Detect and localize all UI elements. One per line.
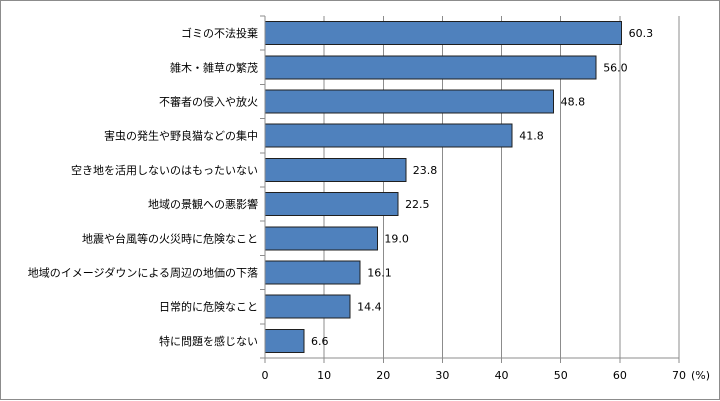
x-tick-label-50: 50 bbox=[554, 369, 568, 382]
value-label-1: 60.3 bbox=[629, 27, 654, 40]
value-label-4: 41.8 bbox=[519, 130, 544, 143]
x-tick-label-70: 70 bbox=[672, 369, 686, 382]
labels: ゴミの不法投棄 60.3 雑木・雑草の繁茂 56.0 不審者の侵入や放火 48.8 害虫の発… bbox=[28, 26, 710, 382]
bar-8 bbox=[264, 260, 361, 285]
value-label-7: 19.0 bbox=[384, 232, 409, 245]
bar-10 bbox=[264, 328, 305, 353]
bar-9 bbox=[264, 294, 351, 319]
category-label-3: 不審者の侵入や放火 bbox=[159, 95, 258, 109]
value-label-9: 14.4 bbox=[357, 301, 382, 314]
bar-5 bbox=[264, 157, 407, 182]
value-label-10: 6.6 bbox=[311, 335, 329, 348]
bar-1 bbox=[264, 21, 623, 46]
value-label-6: 22.5 bbox=[405, 198, 430, 211]
x-tick-label-10: 10 bbox=[317, 369, 331, 382]
bars bbox=[264, 21, 623, 353]
category-label-8: 地域のイメージダウンによる周辺の地価の下落 bbox=[28, 266, 258, 280]
value-label-5: 23.8 bbox=[413, 164, 438, 177]
category-label-2: 雑木・雑草の繁茂 bbox=[170, 60, 258, 74]
x-tick-label-20: 20 bbox=[376, 369, 390, 382]
value-label-3: 48.8 bbox=[561, 96, 586, 109]
category-label-10: 特に問題を感じない bbox=[159, 334, 258, 348]
x-tick-label-40: 40 bbox=[495, 369, 509, 382]
axes bbox=[260, 15, 680, 363]
category-label-7: 地震や台風等の火災時に危険なこと bbox=[82, 231, 258, 245]
category-label-4: 害虫の発生や野良猫などの集中 bbox=[104, 129, 258, 143]
category-label-5: 空き地を活用しないのはもったいない bbox=[71, 163, 258, 177]
x-unit-label: (%) bbox=[691, 369, 710, 382]
x-tick-label-0: 0 bbox=[262, 369, 269, 382]
x-tick-label-60: 60 bbox=[613, 369, 627, 382]
bar-2 bbox=[264, 55, 597, 80]
bar-7 bbox=[264, 226, 378, 251]
bar-6 bbox=[264, 192, 399, 217]
category-label-6: 地域の景観への悪影響 bbox=[148, 197, 258, 211]
value-label-8: 16.1 bbox=[367, 267, 392, 280]
x-tick-label-30: 30 bbox=[435, 369, 449, 382]
bar-4 bbox=[264, 123, 513, 148]
value-label-2: 56.0 bbox=[603, 61, 628, 74]
bar-3 bbox=[264, 89, 555, 114]
category-label-1: ゴミの不法投棄 bbox=[181, 26, 258, 40]
category-label-9: 日常的に危険なこと bbox=[159, 300, 258, 314]
